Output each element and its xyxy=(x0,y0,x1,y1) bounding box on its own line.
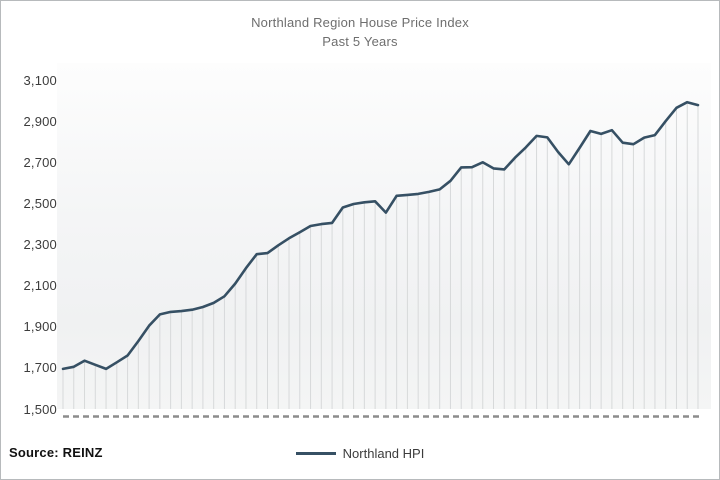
y-axis-tick-label: 1,900 xyxy=(23,319,57,335)
legend-series-label: Northland HPI xyxy=(342,445,425,461)
chart-title-block: Northland Region House Price Index Past … xyxy=(1,14,719,52)
y-axis-tick-label: 2,700 xyxy=(23,154,57,170)
chart-title: Northland Region House Price Index xyxy=(251,15,469,30)
chart-legend: Northland HPI xyxy=(1,443,719,463)
chart-subtitle: Past 5 Years xyxy=(322,33,398,49)
source-attribution: Source: REINZ xyxy=(9,445,103,460)
plot-area-background xyxy=(57,63,711,409)
y-axis-tick-label: 3,100 xyxy=(23,72,57,88)
y-axis-tick-label: 2,900 xyxy=(23,113,57,129)
y-axis: 1,500 1,700 1,900 2,100 2,300 2,500 2,700 2,900… xyxy=(1,1,57,479)
y-axis-tick-label: 1,700 xyxy=(23,360,57,376)
y-axis-tick-label: 2,300 xyxy=(23,237,57,252)
y-axis-tick-label: 2,100 xyxy=(23,278,57,294)
legend-line-swatch xyxy=(295,451,336,455)
hpi-line xyxy=(61,100,700,371)
y-axis-tick-label: 1,500 xyxy=(23,401,57,417)
y-axis-tick-label: 2,500 xyxy=(23,195,57,211)
